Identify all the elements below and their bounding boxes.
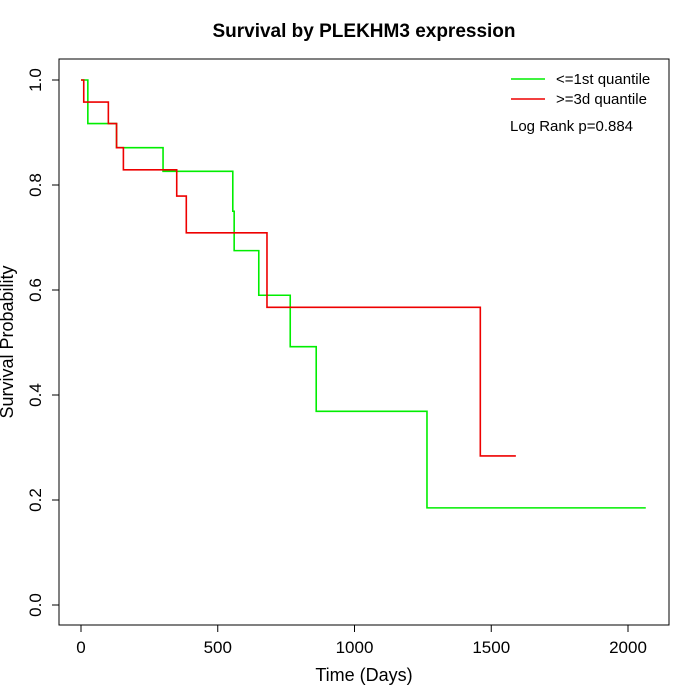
x-axis-label: Time (Days) bbox=[315, 665, 412, 685]
chart-title: Survival by PLEKHM3 expression bbox=[212, 21, 515, 42]
x-tick-label: 1500 bbox=[472, 638, 510, 657]
legend-label-series-2: >=3d quantile bbox=[556, 91, 647, 108]
plot-frame bbox=[58, 58, 670, 626]
x-tick-label: 500 bbox=[204, 638, 232, 657]
y-tick-label: 1.0 bbox=[26, 68, 45, 92]
y-tick-label: 0.6 bbox=[26, 278, 45, 302]
series-layer bbox=[81, 79, 646, 509]
y-axis-label: Survival Probability bbox=[0, 265, 17, 418]
survival-curve-series-2 bbox=[81, 79, 516, 457]
y-axis: 0.0 0.2 0.4 0.6 0.8 1.0 bbox=[26, 68, 60, 617]
y-tick-label: 0.0 bbox=[26, 593, 45, 617]
y-tick-label: 0.2 bbox=[26, 488, 45, 512]
y-tick-label: 0.8 bbox=[26, 173, 45, 197]
x-axis: 0 500 1000 1500 2000 bbox=[76, 624, 647, 657]
log-rank-annotation: Log Rank p=0.884 bbox=[510, 118, 633, 135]
survival-curve-series-1 bbox=[81, 79, 646, 509]
x-tick-label: 2000 bbox=[609, 638, 647, 657]
x-tick-label: 1000 bbox=[336, 638, 374, 657]
y-tick-label: 0.4 bbox=[26, 383, 45, 407]
x-tick-label: 0 bbox=[76, 638, 85, 657]
legend: <=1st quantile >=3d quantile bbox=[511, 71, 650, 108]
legend-label-series-1: <=1st quantile bbox=[556, 71, 650, 88]
